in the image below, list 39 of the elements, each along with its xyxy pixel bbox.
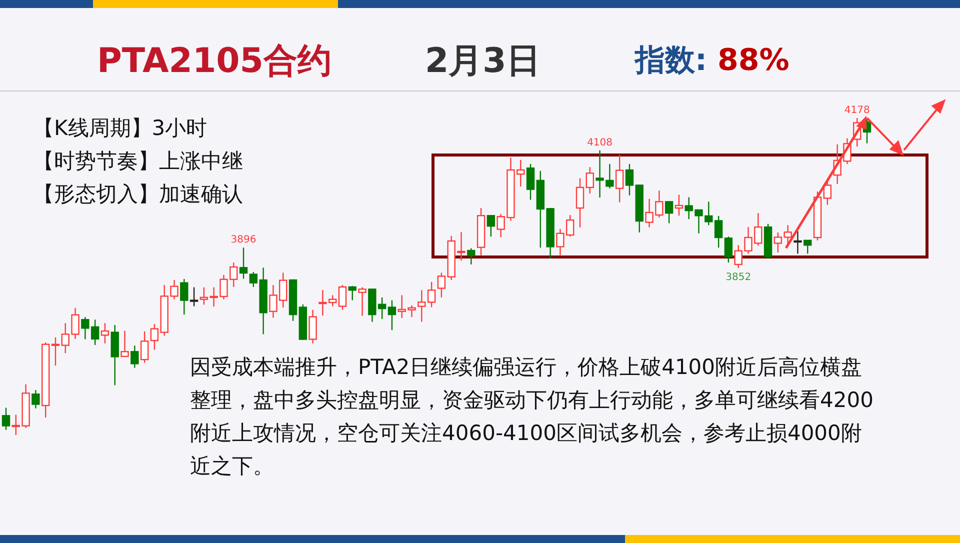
candlestick	[486, 214, 496, 238]
candlestick	[338, 284, 347, 310]
candlestick	[2, 407, 10, 431]
text: 指数: 88%	[634, 43, 790, 78]
candlestick	[51, 336, 60, 366]
candlestick	[664, 200, 674, 224]
candlestick	[794, 230, 802, 254]
annotation: 3852	[726, 272, 752, 283]
candlestick	[674, 194, 684, 216]
candlestick	[348, 285, 356, 301]
candlestick	[823, 180, 832, 206]
candlestick	[586, 166, 594, 194]
annotation: 3896	[230, 234, 256, 246]
candlestick	[180, 278, 188, 316]
candlestick	[308, 309, 317, 344]
candlestick	[724, 236, 733, 264]
candlestick	[130, 345, 139, 368]
annotation: 【K线周期】3小时	[33, 116, 208, 140]
candlestick	[467, 248, 476, 266]
chart-title: PTA2105合约	[97, 41, 332, 81]
candlestick	[358, 286, 366, 316]
candlestick	[239, 247, 248, 280]
annotation: 4178	[844, 105, 870, 116]
candlestick	[625, 163, 634, 196]
candlestick	[190, 286, 198, 307]
candlestick	[100, 322, 110, 344]
annotation: 【时势节奏】上涨中继	[33, 149, 243, 173]
candlestick	[615, 154, 624, 203]
chart-subtitle: 2月3日	[425, 41, 540, 81]
candlestick	[388, 300, 396, 331]
annotation: 【形态切入】加速确认	[33, 182, 243, 206]
candlestick	[140, 330, 149, 364]
annotation: 4108	[587, 137, 613, 148]
candlestick	[120, 330, 129, 358]
candlestick	[526, 163, 535, 200]
candlestick	[32, 389, 40, 409]
annotation: 因受成本端推升，PTA2日继续偏强运行，价格上破4100附近后高位横盘整理，盘中多头控盘明显，资金驱动下仍有上行动能，多单可继续看4200附近上攻情况，空仓可关注4060-4100区间试多机会，参考止损4000附近之下。	[190, 355, 874, 478]
candlestick	[804, 239, 812, 254]
candlestick	[576, 178, 584, 228]
